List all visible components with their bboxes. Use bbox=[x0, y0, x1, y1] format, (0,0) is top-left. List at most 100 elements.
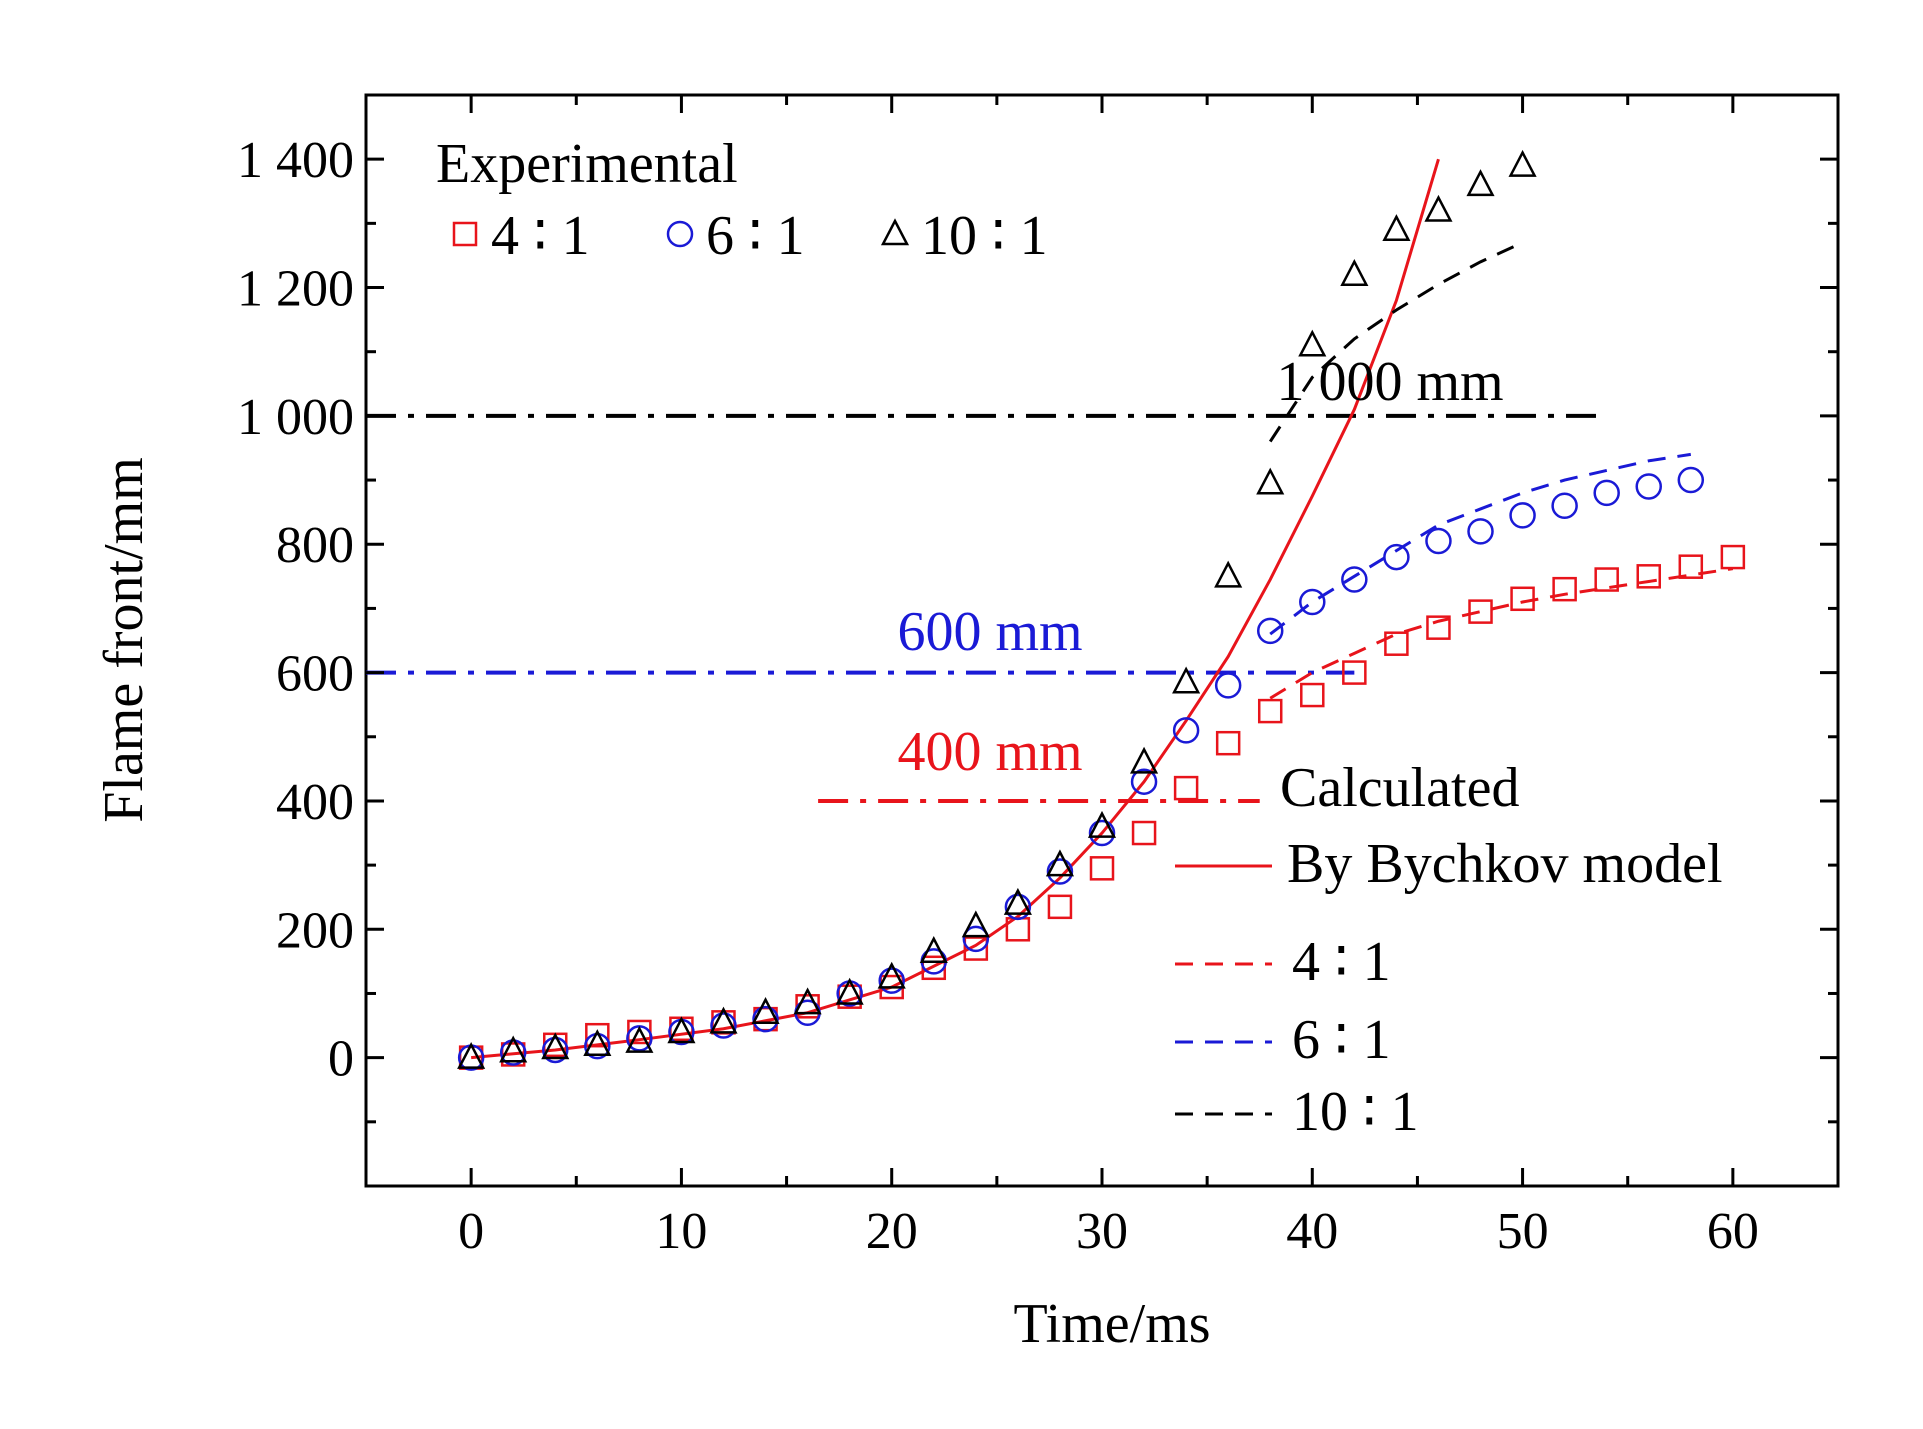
calculated-legend-label: 4 ∶ 1 bbox=[1292, 931, 1391, 993]
data-point bbox=[919, 936, 948, 964]
x-tick-label: 20 bbox=[866, 1203, 918, 1260]
data-point bbox=[1088, 819, 1116, 847]
y-tick-label: 800 bbox=[276, 517, 354, 574]
data-point bbox=[1383, 543, 1410, 571]
calculated-legend: Calculated By Bychkov model 4 ∶ 1 6 ∶ 1 10 … bbox=[1175, 757, 1723, 1143]
data-point bbox=[1426, 615, 1451, 640]
data-point bbox=[751, 997, 780, 1024]
data-point bbox=[752, 1005, 779, 1033]
data-point bbox=[1340, 258, 1369, 286]
x-tick-label: 0 bbox=[458, 1203, 484, 1260]
data-point bbox=[1468, 599, 1493, 624]
data-point bbox=[1004, 893, 1032, 921]
data-point bbox=[1298, 329, 1327, 357]
data-point bbox=[1046, 858, 1074, 885]
data-point bbox=[625, 1025, 654, 1053]
x-tick-label: 30 bbox=[1076, 1203, 1128, 1260]
data-point bbox=[1214, 560, 1243, 588]
data-point bbox=[667, 1016, 696, 1044]
data-point bbox=[1256, 617, 1284, 645]
experimental-legend-label: 6 ∶ 1 bbox=[706, 205, 805, 267]
calculated-legend-title: Calculated bbox=[1280, 757, 1519, 819]
data-point bbox=[1129, 746, 1159, 774]
data-point bbox=[583, 1029, 612, 1057]
data-point bbox=[1256, 467, 1285, 495]
data-point bbox=[835, 977, 864, 1005]
data-point bbox=[1341, 566, 1368, 593]
data-point bbox=[457, 1041, 486, 1069]
data-point bbox=[452, 221, 478, 247]
reference-line-label: 1 000 mm bbox=[1276, 351, 1503, 413]
data-point bbox=[1300, 682, 1325, 708]
data-point bbox=[1593, 479, 1620, 507]
data-point bbox=[1214, 672, 1242, 699]
data-point bbox=[1382, 214, 1411, 242]
y-tick-label: 1 200 bbox=[237, 261, 354, 318]
experimental-legend-label: 10 ∶ 1 bbox=[921, 205, 1048, 267]
data-point bbox=[1087, 810, 1117, 838]
data-point bbox=[1508, 149, 1537, 177]
y-tick-label: 1 400 bbox=[237, 132, 354, 189]
reference-lines bbox=[366, 413, 1607, 803]
calculated-legend-label: 10 ∶ 1 bbox=[1292, 1081, 1419, 1143]
data-point bbox=[499, 1035, 528, 1063]
data-point bbox=[1047, 894, 1073, 920]
data-point bbox=[878, 967, 905, 994]
data-point bbox=[1424, 194, 1453, 222]
x-tick-label: 40 bbox=[1286, 1203, 1338, 1260]
y-tick-label: 200 bbox=[276, 902, 354, 959]
y-tick-label: 1 000 bbox=[237, 389, 354, 446]
x-axis-label: Time/ms bbox=[1013, 1293, 1210, 1355]
y-tick-label: 400 bbox=[276, 774, 354, 831]
data-point bbox=[666, 220, 694, 248]
data-point bbox=[1131, 820, 1157, 846]
calculated-legend-label: 6 ∶ 1 bbox=[1292, 1009, 1391, 1071]
data-point bbox=[1342, 660, 1367, 685]
data-point bbox=[963, 936, 989, 961]
data-point bbox=[541, 1032, 570, 1060]
y-axis-label: Flame front/mm bbox=[93, 457, 155, 823]
calculated-curve bbox=[1269, 567, 1734, 700]
data-point bbox=[1509, 502, 1536, 529]
data-point bbox=[1172, 666, 1201, 694]
x-tick-label: 60 bbox=[1707, 1203, 1759, 1260]
data-point bbox=[710, 1012, 737, 1039]
data-point bbox=[1089, 856, 1115, 881]
data-point bbox=[542, 1036, 569, 1064]
reference-line-label: 400 mm bbox=[897, 721, 1082, 783]
calculated-curve bbox=[471, 158, 1440, 1060]
data-point bbox=[961, 910, 990, 938]
data-point bbox=[1466, 169, 1495, 197]
reference-line-label: 600 mm bbox=[897, 601, 1082, 663]
data-point bbox=[1720, 544, 1746, 570]
data-point bbox=[1045, 849, 1075, 877]
x-tick-label: 10 bbox=[655, 1203, 707, 1260]
experimental-legend: Experimental 4 ∶ 1 6 ∶ 1 10 ∶ 1 bbox=[436, 133, 1048, 267]
data-point bbox=[1384, 631, 1409, 656]
calculated-curve bbox=[1269, 452, 1692, 636]
data-point bbox=[1425, 527, 1452, 555]
calculated-curve bbox=[1268, 241, 1524, 443]
data-point bbox=[1172, 717, 1200, 744]
data-point bbox=[1594, 567, 1619, 592]
experimental-markers bbox=[457, 149, 1746, 1071]
data-point bbox=[877, 961, 906, 989]
data-point bbox=[1552, 576, 1577, 602]
data-point bbox=[1130, 768, 1158, 795]
data-point bbox=[1215, 730, 1241, 756]
data-point bbox=[1677, 466, 1705, 494]
data-point bbox=[1173, 775, 1199, 801]
calculated-legend-label: By Bychkov model bbox=[1287, 833, 1723, 895]
data-point bbox=[1510, 586, 1535, 612]
data-point bbox=[880, 218, 910, 246]
data-point bbox=[1003, 887, 1032, 915]
data-point bbox=[1551, 492, 1578, 519]
experimental-legend-title: Experimental bbox=[436, 133, 738, 195]
x-tick-label: 50 bbox=[1497, 1203, 1549, 1260]
reference-labels: 1 000 mm 600 mm 400 mm bbox=[897, 351, 1503, 783]
data-point bbox=[1257, 698, 1283, 724]
calculated-curves bbox=[471, 158, 1734, 1060]
experimental-legend-label: 4 ∶ 1 bbox=[491, 205, 590, 267]
